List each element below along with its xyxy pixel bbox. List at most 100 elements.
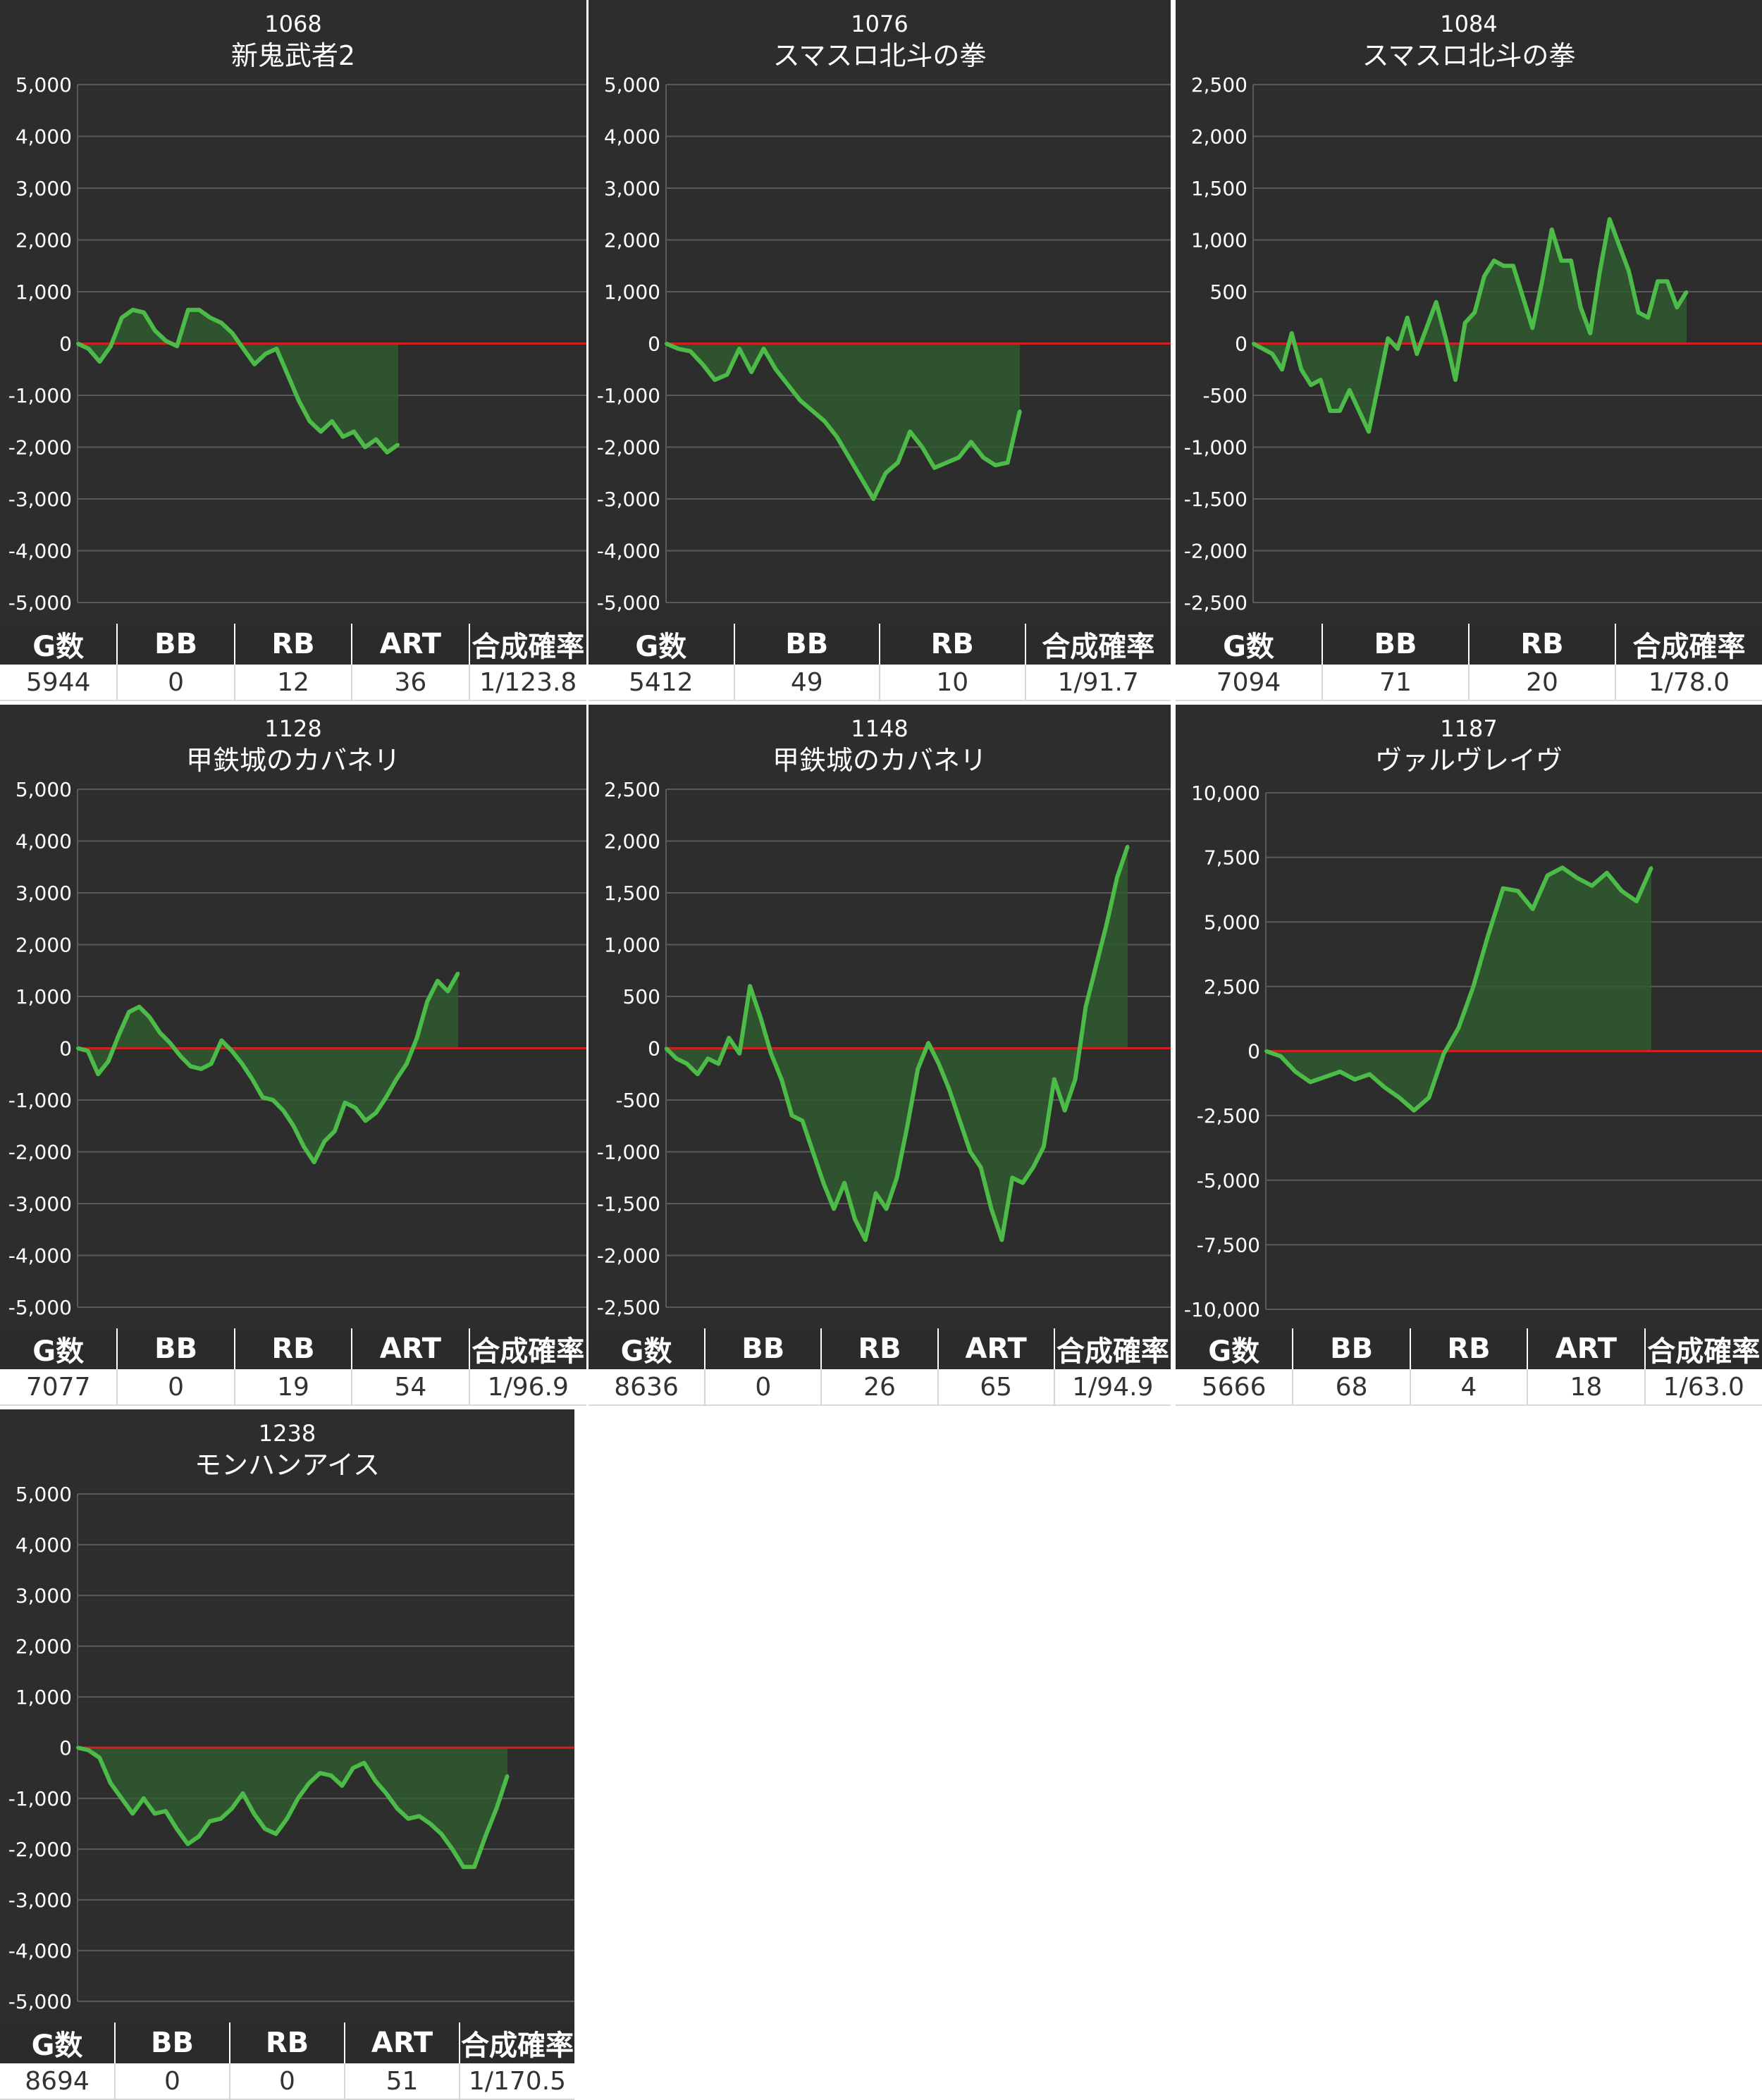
- data-point: [1396, 347, 1399, 350]
- y-tick-label: -5,000: [8, 1990, 72, 2013]
- panel-1238: 1238 モンハンアイス 5,000 4,000 3,000 2,000 1,000 0 -1,…: [0, 1409, 574, 2100]
- data-point: [1021, 1181, 1025, 1185]
- data-point: [251, 1077, 254, 1081]
- stats-value: 8636: [589, 1369, 706, 1406]
- y-tick-label: -2,000: [8, 1838, 72, 1861]
- data-point: [292, 1124, 295, 1128]
- data-point: [811, 409, 814, 412]
- panel-number: 1187: [1440, 715, 1497, 742]
- stats-header: ART: [937, 1328, 1055, 1369]
- data-point: [1348, 388, 1351, 392]
- data-point: [1357, 409, 1361, 412]
- machine-name: スマスロ北斗の拳: [773, 40, 987, 71]
- data-point: [220, 321, 223, 325]
- data-point: [275, 347, 278, 350]
- data-point: [384, 1791, 388, 1795]
- data-point: [271, 1099, 275, 1101]
- panel-number: 1068: [264, 11, 321, 37]
- data-point: [677, 347, 680, 350]
- data-point: [1018, 409, 1021, 412]
- data-point: [142, 311, 146, 314]
- data-point: [1650, 866, 1653, 870]
- y-tick-label: 2,500: [1204, 975, 1260, 999]
- stats-value: 49: [734, 665, 880, 701]
- y-tick-label: -1,500: [597, 1192, 660, 1216]
- data-point: [1483, 274, 1486, 278]
- data-point: [1656, 280, 1659, 283]
- stats-header: ART: [1527, 1328, 1646, 1369]
- data-point: [1442, 1052, 1446, 1056]
- data-point: [787, 383, 790, 387]
- data-point: [738, 1051, 741, 1055]
- y-tick-label: 1,000: [1191, 229, 1247, 252]
- y-tick-label: -3,000: [8, 488, 72, 511]
- panel-1187: 1187 ヴァルヴレイヴ 10,000 7,500 5,000 2,500 0 -2,500 -…: [1176, 705, 1762, 1406]
- data-point: [665, 342, 667, 345]
- data-point: [153, 1812, 156, 1815]
- y-tick-label: 1,000: [16, 1686, 72, 1709]
- data-point: [1011, 1176, 1014, 1180]
- data-point: [762, 347, 765, 350]
- data-point: [957, 456, 961, 459]
- panel-1084: 1084 スマスロ北斗の拳 2,500 2,000 1,500 1,000 500 0 -500…: [1176, 0, 1762, 701]
- data-point: [1531, 907, 1534, 910]
- y-tick-label: 3,000: [16, 177, 72, 200]
- stats-header: ART: [345, 2022, 460, 2063]
- data-point: [1646, 316, 1650, 319]
- data-point: [1560, 259, 1563, 262]
- data-point: [1294, 1070, 1298, 1073]
- data-point: [208, 1820, 211, 1823]
- data-point: [308, 419, 312, 423]
- data-point: [835, 435, 839, 438]
- y-tick-label: 3,000: [16, 882, 72, 905]
- y-tick-label: 5,000: [16, 73, 72, 97]
- data-point: [1252, 342, 1255, 345]
- chart-1128: 1128 甲鉄城のカバネリ 5,000 4,000 3,000 2,000 1,000 0 -1…: [0, 705, 586, 1328]
- data-point: [333, 1130, 336, 1133]
- data-point: [109, 1781, 112, 1785]
- data-point: [759, 1015, 762, 1019]
- stats-value: 65: [937, 1369, 1055, 1406]
- data-point: [969, 440, 973, 444]
- data-point: [186, 308, 190, 311]
- data-point: [854, 1218, 856, 1221]
- y-tick-label: 2,000: [16, 229, 72, 252]
- data-point: [86, 1049, 90, 1053]
- data-point: [932, 466, 936, 469]
- data-point: [364, 1119, 367, 1123]
- data-point: [832, 1207, 836, 1211]
- data-point: [384, 1096, 388, 1099]
- data-point: [1279, 1054, 1282, 1058]
- data-point: [374, 1111, 378, 1115]
- data-point: [168, 1042, 172, 1045]
- y-tick-label: 5,000: [16, 1483, 72, 1506]
- data-point: [397, 443, 400, 446]
- data-point: [319, 430, 323, 433]
- data-point: [1473, 311, 1477, 314]
- data-point: [1620, 889, 1623, 893]
- data-point: [352, 1766, 355, 1769]
- stats-header: 合成確率: [469, 1328, 586, 1369]
- data-point: [296, 1797, 300, 1800]
- data-point: [178, 1054, 182, 1058]
- stats-table-1238: G数 BB RB ART 合成確率 8694 0 0 51 1/170.5: [0, 2022, 574, 2100]
- data-point: [774, 368, 777, 371]
- y-tick-label: -2,500: [1184, 591, 1247, 614]
- stats-value: 1/96.9: [469, 1369, 586, 1406]
- data-point: [302, 1145, 306, 1149]
- y-tick-label: -500: [1202, 384, 1247, 407]
- panel-number: 1128: [264, 715, 321, 742]
- data-point: [340, 1784, 344, 1787]
- data-point: [362, 1761, 366, 1765]
- data-point: [895, 1176, 899, 1180]
- data-point: [386, 450, 389, 454]
- y-tick-label: -5,000: [597, 591, 660, 614]
- stats-header: BB: [115, 2022, 230, 2063]
- data-point: [990, 1207, 993, 1211]
- y-tick-label: -4,000: [597, 540, 660, 563]
- stats-header: RB: [234, 1328, 353, 1369]
- data-point: [801, 1119, 804, 1123]
- data-point: [189, 1065, 192, 1068]
- data-point: [906, 1124, 909, 1128]
- data-point: [76, 1746, 79, 1749]
